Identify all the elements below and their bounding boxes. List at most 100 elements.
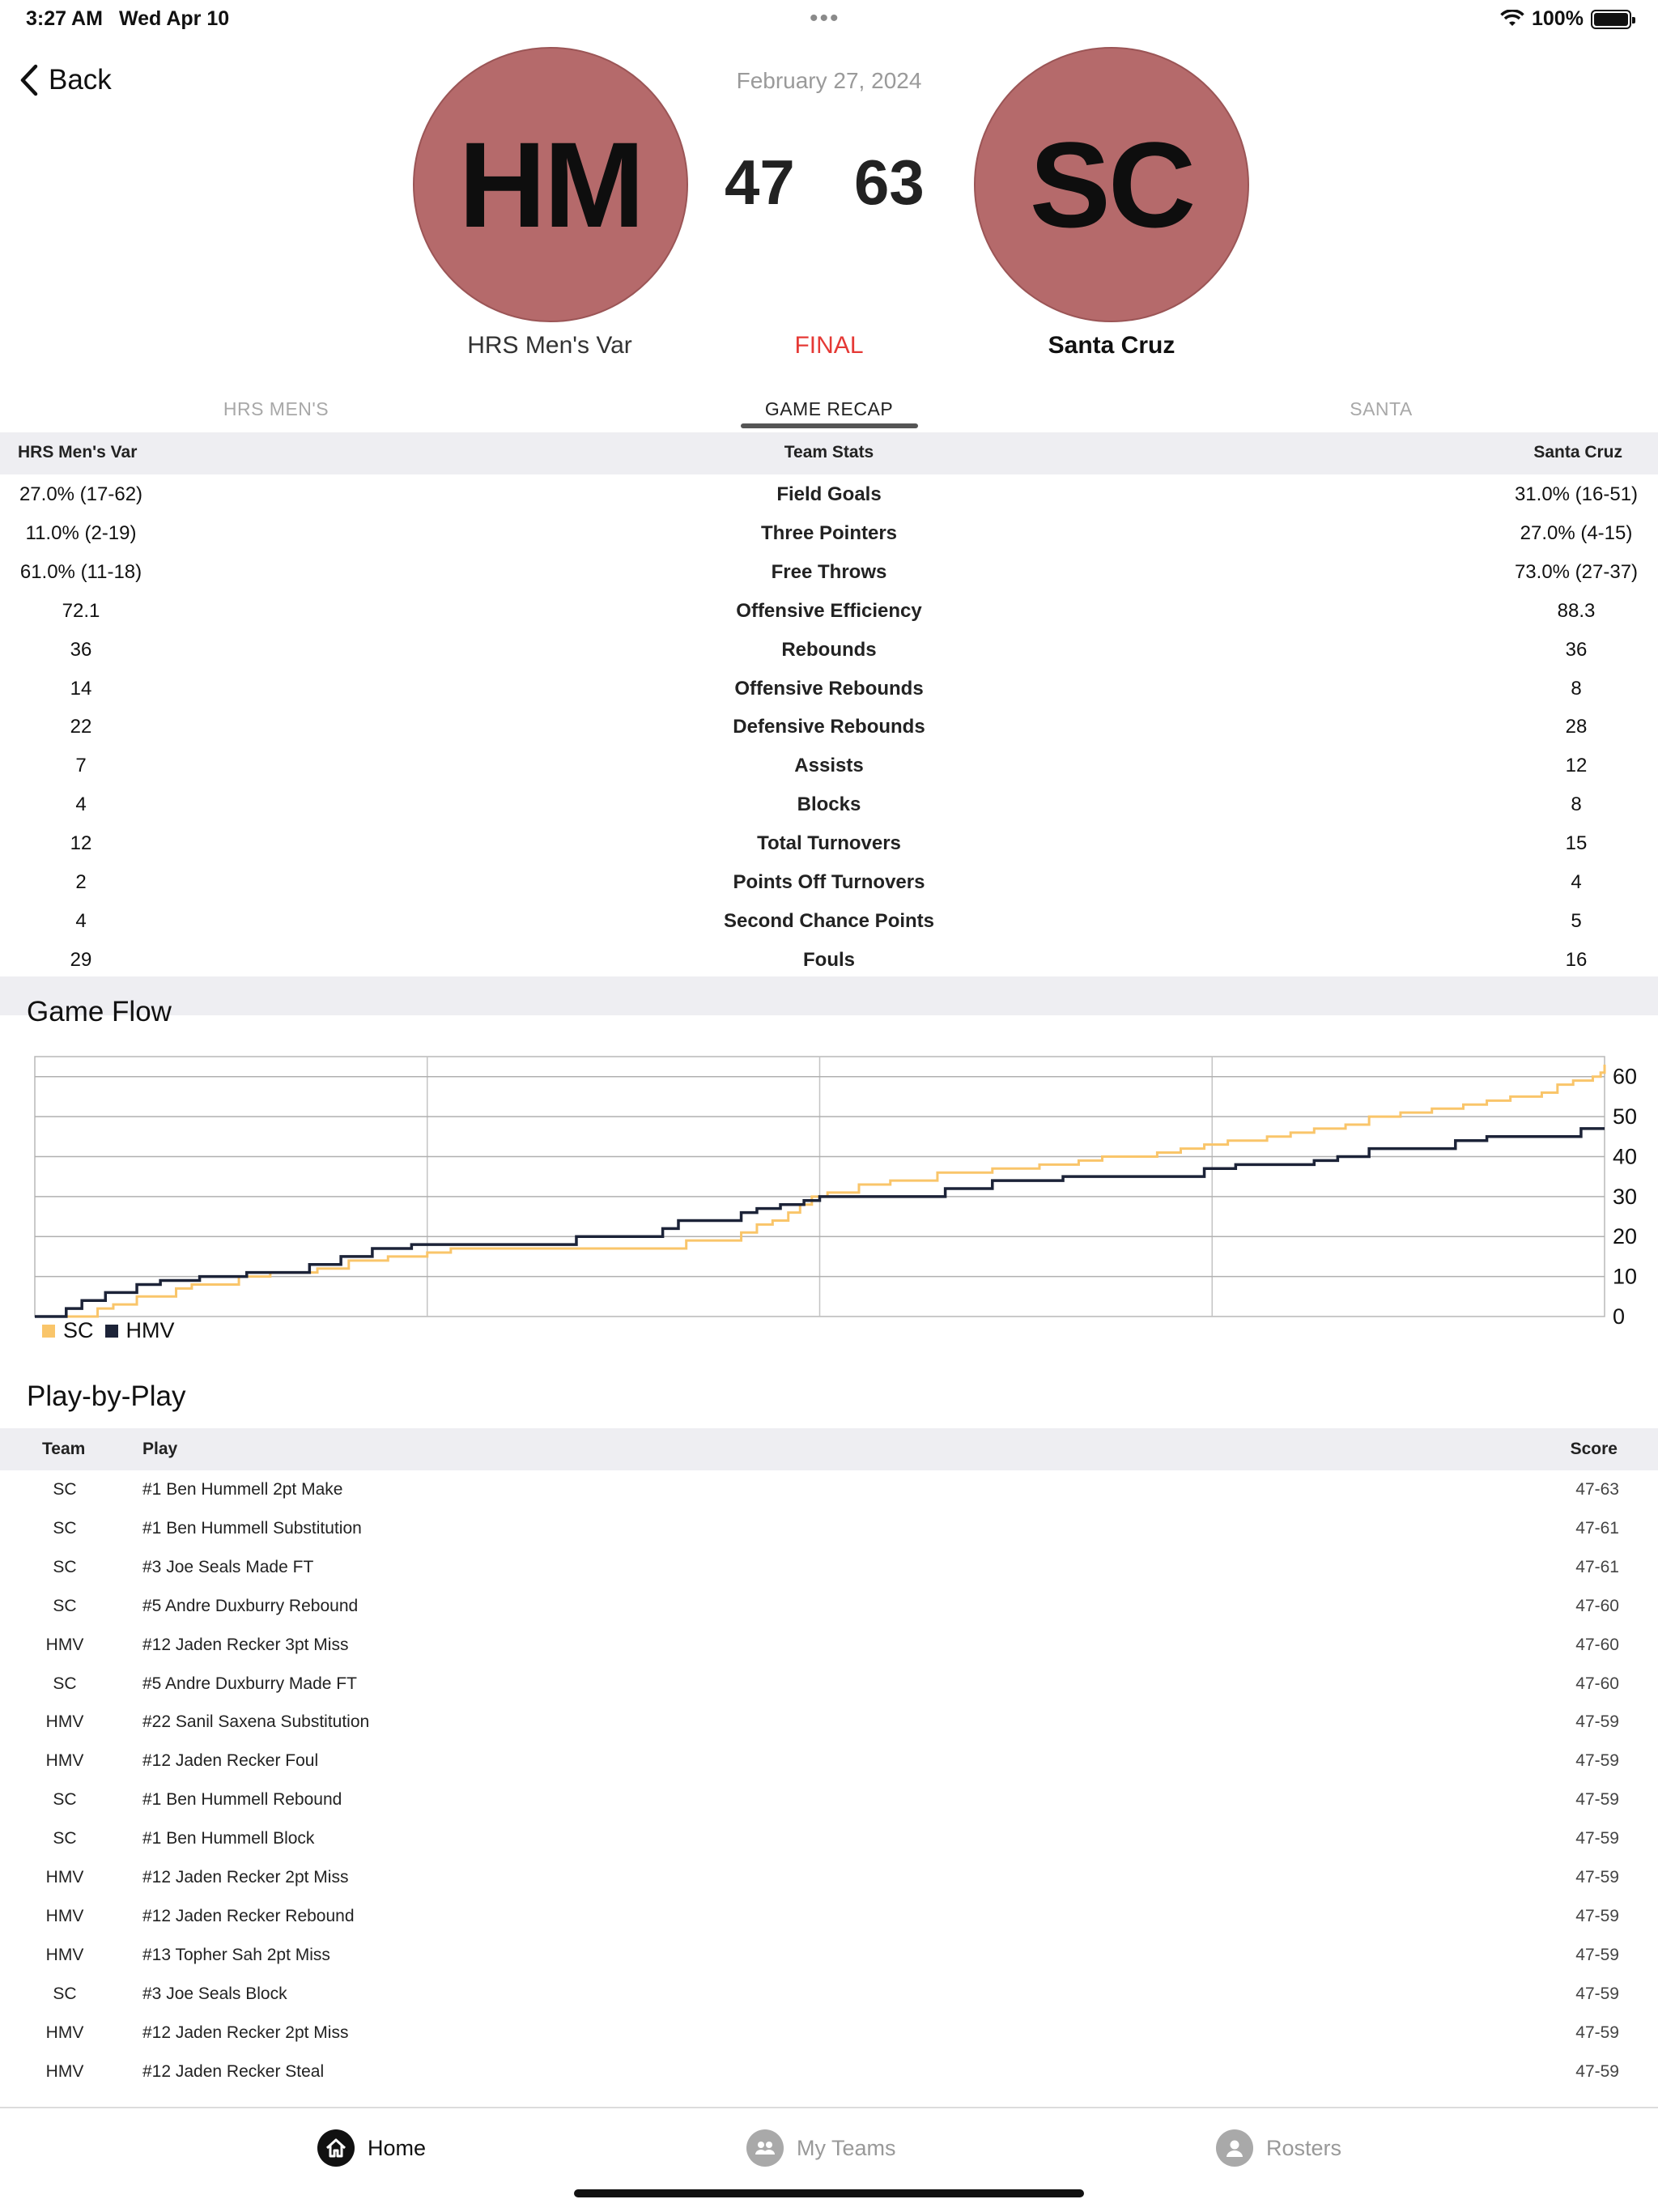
play-row[interactable]: HMV #12 Jaden Recker 2pt Miss 47-59 [0,1858,1658,1897]
play-row[interactable]: HMV #13 Topher Sah 2pt Miss 47-59 [0,1936,1658,1975]
stat-label: Offensive Rebounds [734,677,924,700]
play-play: #1 Ben Hummell Substitution [142,1518,362,1538]
stat-row: 22 Defensive Rebounds 28 [0,708,1658,747]
play-score: 47-59 [1575,1790,1619,1810]
stat-label: Fouls [803,948,855,971]
stat-home-value: 4 [75,909,87,932]
tab-bar-my-teams-label: My Teams [797,2135,896,2160]
play-row[interactable]: SC #5 Andre Duxburry Rebound 47-60 [0,1587,1658,1626]
tab-bar-home[interactable]: Home [317,2129,426,2167]
play-team: SC [53,1984,77,2003]
stat-away-value: 5 [1571,909,1582,932]
play-score: 47-59 [1575,1751,1619,1771]
status-time: 3:27 AM [26,7,103,30]
play-play: #12 Jaden Recker 3pt Miss [142,1635,349,1654]
play-score: 47-59 [1575,1829,1619,1848]
stat-row: 29 Fouls 16 [0,941,1658,980]
stat-row: 27.0% (17-62) Field Goals 31.0% (16-51) [0,475,1658,514]
stat-label: Points Off Turnovers [733,871,925,893]
tab-away-team[interactable]: SANTA [1350,398,1413,419]
stat-row: 4 Blocks 8 [0,785,1658,824]
play-score: 47-59 [1575,1868,1619,1887]
tab-bar-home-label: Home [368,2135,427,2160]
tab-bar-rosters[interactable]: Rosters [1216,2129,1341,2167]
battery-icon [1591,10,1635,29]
y-tick-label: 0 [1613,1304,1625,1329]
home-indicator[interactable] [574,2189,1084,2197]
segmented-tabs: HRS MEN'S GAME RECAP SANTA [0,393,1658,432]
play-play: #12 Jaden Recker Steal [142,2061,325,2081]
legend-item-hmv: HMV [104,1318,175,1343]
play-score: 47-61 [1575,1518,1619,1538]
play-row[interactable]: HMV #12 Jaden Recker Rebound 47-59 [0,1897,1658,1936]
play-row[interactable]: HMV #12 Jaden Recker Steal 47-59 [0,2052,1658,2091]
stat-row: 11.0% (2-19) Three Pointers 27.0% (4-15) [0,514,1658,553]
play-team: SC [53,1480,77,1499]
stat-home-value: 4 [75,793,87,816]
back-button[interactable]: Back [18,60,112,100]
legend-swatch-hmv [104,1324,118,1338]
stat-away-value: 15 [1565,832,1588,855]
play-score: 47-60 [1575,1635,1619,1654]
back-label: Back [49,64,112,96]
play-play: #5 Andre Duxburry Rebound [142,1596,359,1615]
game-date: February 27, 2024 [736,68,922,93]
play-team: HMV [45,2023,84,2042]
play-row[interactable]: HMV #22 Sanil Saxena Substitution 47-59 [0,1703,1658,1742]
stat-home-value: 29 [70,948,92,971]
play-score: 47-59 [1575,1712,1619,1732]
play-score: 47-59 [1575,1906,1619,1925]
stat-away-value: 8 [1571,677,1582,700]
stat-home-value: 11.0% (2-19) [25,521,137,544]
home-score: 47 [725,147,795,218]
stat-row: 4 Second Chance Points 5 [0,902,1658,941]
play-row[interactable]: SC #3 Joe Seals Block 47-59 [0,1975,1658,2014]
people-icon [746,2129,784,2167]
play-row[interactable]: SC #3 Joe Seals Made FT 47-61 [0,1548,1658,1587]
status-bar: 3:27 AM Wed Apr 10 ••• 100% [0,0,1658,37]
play-row[interactable]: SC #5 Andre Duxburry Made FT 47-60 [0,1665,1658,1704]
stat-home-value: 27.0% (17-62) [19,483,143,505]
play-play: #1 Ben Hummell Block [142,1829,315,1848]
play-play: #5 Andre Duxburry Made FT [142,1674,357,1693]
stat-label: Defensive Rebounds [733,716,925,738]
stat-label: Blocks [797,793,861,816]
stat-home-value: 61.0% (11-18) [19,560,142,583]
stat-home-value: 72.1 [62,599,100,622]
stats-header-center: Team Stats [784,443,874,462]
play-row[interactable]: SC #1 Ben Hummell Substitution 47-61 [0,1509,1658,1548]
play-row[interactable]: SC #1 Ben Hummell Block 47-59 [0,1819,1658,1858]
play-score: 47-59 [1575,1984,1619,2003]
tab-bar-my-teams[interactable]: My Teams [746,2129,896,2167]
play-play: #12 Jaden Recker 2pt Miss [142,2023,349,2042]
stat-home-value: 22 [70,716,92,738]
stat-away-value: 27.0% (4-15) [1520,521,1633,544]
person-icon [1216,2129,1253,2167]
stat-away-value: 8 [1571,793,1582,816]
away-team-logo: SC [974,47,1249,322]
play-row[interactable]: SC #1 Ben Hummell Rebound 47-59 [0,1780,1658,1819]
play-row[interactable]: HMV #12 Jaden Recker Foul 47-59 [0,1742,1658,1780]
game-status: FINAL [794,332,864,359]
play-team: HMV [45,1635,84,1654]
stat-away-value: 4 [1571,871,1582,893]
play-play: #3 Joe Seals Made FT [142,1557,314,1576]
chevron-left-icon [20,64,38,96]
y-tick-label: 20 [1613,1224,1637,1249]
stat-label: Rebounds [781,638,877,661]
play-row[interactable]: HMV #12 Jaden Recker 2pt Miss 47-59 [0,2014,1658,2052]
y-tick-label: 50 [1613,1104,1637,1129]
legend-swatch-sc [42,1324,55,1338]
play-row[interactable]: SC #1 Ben Hummell 2pt Make 47-63 [0,1470,1658,1509]
stats-header-home: HRS Men's Var [18,443,138,462]
tab-selected-indicator [741,423,918,428]
tab-game-recap[interactable]: GAME RECAP [764,398,894,419]
play-team: HMV [45,1868,84,1887]
tab-home-team[interactable]: HRS MEN'S [223,398,329,419]
play-row[interactable]: HMV #12 Jaden Recker 3pt Miss 47-60 [0,1626,1658,1665]
stat-away-value: 73.0% (27-37) [1514,560,1639,583]
house-icon [317,2129,355,2167]
multitasking-dots-icon[interactable]: ••• [810,5,840,32]
y-tick-label: 10 [1613,1265,1637,1289]
pbp-header-team: Team [42,1440,86,1458]
